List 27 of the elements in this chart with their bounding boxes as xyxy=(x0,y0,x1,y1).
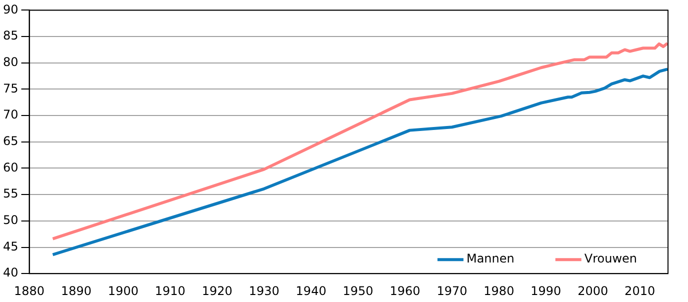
x-tick-label: 2010 xyxy=(624,284,656,298)
y-tick-label: 90 xyxy=(2,2,18,16)
y-tick-label: 65 xyxy=(2,134,18,148)
x-tick-label: 1950 xyxy=(342,284,374,298)
y-tick-label: 40 xyxy=(2,266,18,280)
y-tick-label: 50 xyxy=(2,213,18,228)
y-tick-label: 55 xyxy=(2,186,18,201)
x-tick-label: 1890 xyxy=(60,284,92,298)
y-tick-label: 75 xyxy=(2,81,18,96)
y-tick-label: 45 xyxy=(2,239,18,254)
x-tick-label: 1970 xyxy=(436,284,468,298)
x-tick-label: 1980 xyxy=(484,284,514,298)
x-tick-label: 1940 xyxy=(296,284,326,298)
y-tick-label: 70 xyxy=(2,108,18,122)
y-tick-label: 85 xyxy=(2,28,18,43)
x-tick-label: 1910 xyxy=(154,284,186,298)
x-tick-label: 1880 xyxy=(14,284,45,298)
x-tick-label: 2000 xyxy=(578,284,608,298)
x-tick-label: 1960 xyxy=(390,284,420,298)
x-tick-label: 1990 xyxy=(530,284,562,298)
legend-label: Mannen xyxy=(466,252,514,266)
x-tick-label: 1920 xyxy=(202,284,232,298)
x-tick-label: 1900 xyxy=(108,284,138,298)
y-tick-label: 60 xyxy=(2,160,18,174)
y-tick-label: 80 xyxy=(2,55,18,70)
legend-label: Vrouwen xyxy=(584,252,638,266)
x-tick-label: 1930 xyxy=(248,284,280,298)
